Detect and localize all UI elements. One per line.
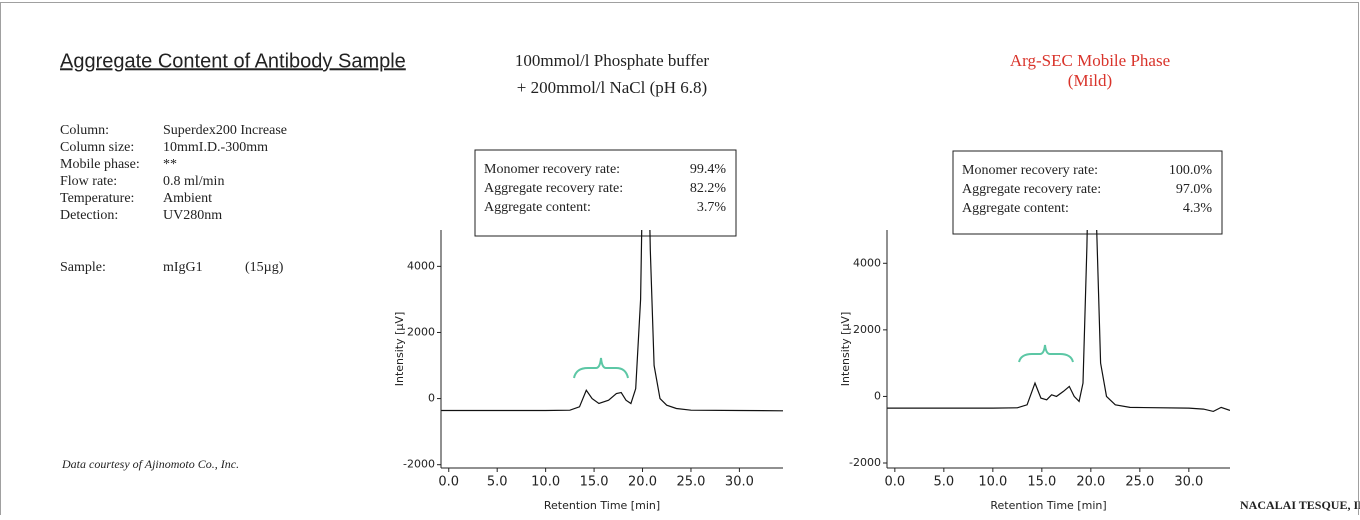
condition-value: 10mmI.D.-300mm <box>163 140 268 155</box>
y-tick-label: 2000 <box>853 323 881 336</box>
condition-label: Temperature: <box>60 191 134 206</box>
y-axis-label: Intensity [µV] <box>393 312 406 386</box>
stat-value: 3.7% <box>697 200 727 215</box>
x-tick-label: 20.0 <box>628 475 657 490</box>
aggregate-brace <box>573 357 629 379</box>
x-axis-label: Retention Time [min] <box>990 499 1106 512</box>
condition-value: UV280nm <box>163 208 222 223</box>
condition-value: ** <box>163 157 177 172</box>
condition-value: Superdex200 Increase <box>163 123 287 138</box>
x-tick-label: 30.0 <box>1174 475 1203 490</box>
stat-label: Aggregate content: <box>962 201 1069 216</box>
condition-label: Column: <box>60 123 109 138</box>
stat-value: 97.0% <box>1176 182 1213 197</box>
sample-value: mIgG1 <box>163 260 203 275</box>
credit: Data courtesy of Ajinomoto Co., Inc. <box>61 457 239 471</box>
x-tick-label: 10.0 <box>531 475 560 490</box>
condition-value: 0.8 ml/min <box>163 174 224 189</box>
y-tick-label: 0 <box>874 389 881 402</box>
x-tick-label: 15.0 <box>580 475 609 490</box>
x-tick-label: 25.0 <box>1125 475 1154 490</box>
x-tick-label: 30.0 <box>725 475 754 490</box>
y-tick-label: -2000 <box>849 456 881 469</box>
y-tick-label: 4000 <box>407 259 435 272</box>
stat-label: Aggregate recovery rate: <box>962 182 1101 197</box>
y-axis-label: Intensity [µV] <box>839 312 852 386</box>
stat-label: Aggregate content: <box>484 200 591 215</box>
stat-value: 82.2% <box>690 181 727 196</box>
x-tick-label: 5.0 <box>933 475 954 490</box>
chart-title: + 200mmol/l NaCl (pH 6.8) <box>517 78 707 97</box>
page-title: Aggregate Content of Antibody Sample <box>60 50 406 72</box>
condition-label: Mobile phase: <box>60 157 140 172</box>
condition-value: Ambient <box>163 191 212 206</box>
chart-title: (Mild) <box>1068 71 1112 90</box>
y-tick-label: 2000 <box>407 325 435 338</box>
stats-box <box>474 149 737 237</box>
stats-box <box>952 150 1223 235</box>
x-tick-label: 15.0 <box>1027 475 1056 490</box>
sample-amount: (15µg) <box>245 260 284 275</box>
aggregate-brace <box>1018 344 1074 363</box>
y-tick-label: 4000 <box>853 256 881 269</box>
chart-title: Arg-SEC Mobile Phase <box>1010 51 1170 70</box>
x-tick-label: 0.0 <box>438 475 459 490</box>
stat-label: Aggregate recovery rate: <box>484 181 623 196</box>
condition-label: Detection: <box>60 208 118 223</box>
sample-label: Sample: <box>60 260 106 275</box>
x-tick-label: 10.0 <box>978 475 1007 490</box>
condition-label: Flow rate: <box>60 174 117 189</box>
company: NACALAI TESQUE, INC <box>1240 498 1360 512</box>
x-tick-label: 5.0 <box>487 475 508 490</box>
stat-value: 100.0% <box>1169 163 1213 178</box>
chromatogram-line <box>441 230 783 412</box>
condition-label: Column size: <box>60 140 134 155</box>
x-tick-label: 0.0 <box>884 475 905 490</box>
stat-value: 99.4% <box>690 162 727 177</box>
stat-value: 4.3% <box>1183 201 1213 216</box>
chart-title: 100mmol/l Phosphate buffer <box>515 51 710 70</box>
x-axis-label: Retention Time [min] <box>544 499 660 512</box>
y-tick-label: 0 <box>428 392 435 405</box>
chromatogram-line <box>887 230 1230 413</box>
stat-label: Monomer recovery rate: <box>484 162 620 177</box>
y-tick-label: -2000 <box>403 458 435 471</box>
x-tick-label: 25.0 <box>676 475 705 490</box>
x-tick-label: 20.0 <box>1076 475 1105 490</box>
stat-label: Monomer recovery rate: <box>962 163 1098 178</box>
